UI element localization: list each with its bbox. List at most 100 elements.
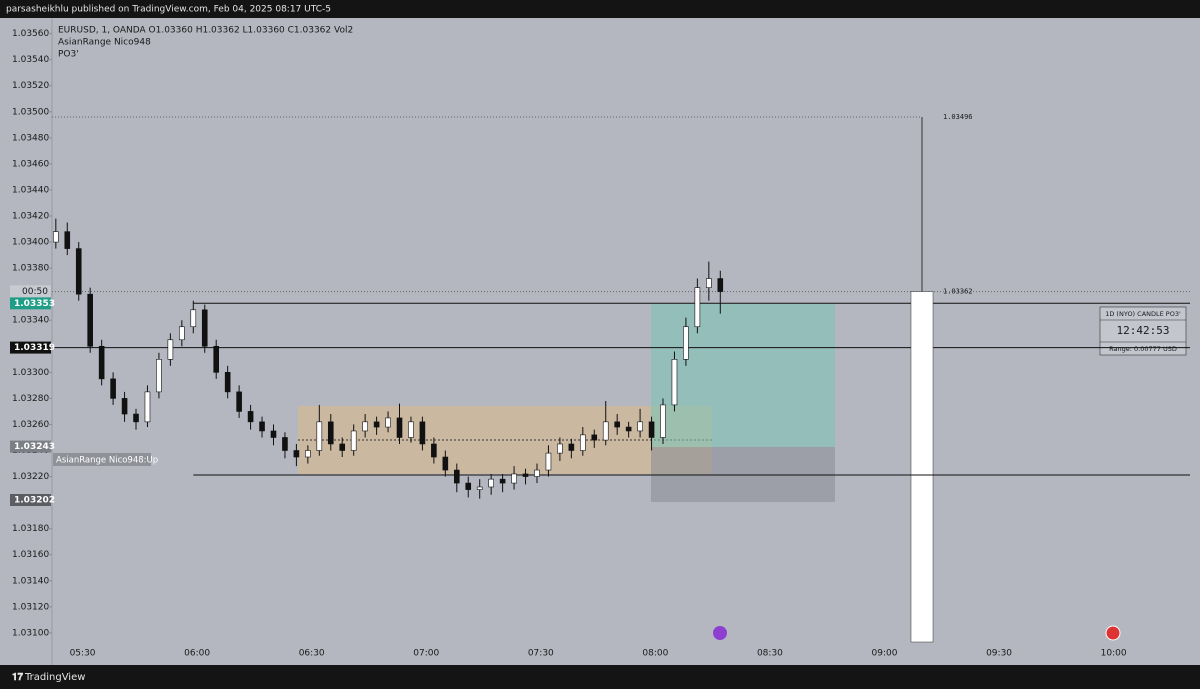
- asian-range-box: [298, 406, 712, 474]
- footer-brand: TradingView: [24, 672, 85, 683]
- range-label-box: [53, 453, 151, 466]
- price-label: 1.03202: [14, 496, 55, 506]
- candle-body: [476, 486, 483, 490]
- price-label: 1.03243: [14, 442, 55, 452]
- y-tick-label: 1.03540: [12, 55, 49, 65]
- candle-body: [259, 421, 265, 432]
- candle-body: [282, 437, 288, 451]
- candle-body: [511, 473, 517, 484]
- candle-body: [144, 391, 151, 423]
- candle-body: [602, 421, 609, 441]
- candle-body: [385, 417, 391, 428]
- candle-body: [350, 430, 357, 451]
- range-label: AsianRange Nico948:Up: [56, 456, 158, 466]
- event-icon[interactable]: [713, 626, 727, 640]
- y-tick-label: 1.03380: [12, 264, 49, 274]
- candle-body: [465, 482, 472, 490]
- candle-body: [706, 278, 712, 288]
- candle-body: [64, 231, 71, 249]
- countdown: 00:50: [22, 287, 48, 297]
- candle-body: [316, 421, 323, 451]
- candle-body: [362, 421, 368, 432]
- y-tick-label: 1.03300: [12, 368, 49, 378]
- price-label-box: [10, 297, 51, 310]
- y-tick-label: 1.03500: [12, 107, 49, 117]
- price-label-box: [10, 440, 51, 453]
- candle-body: [396, 417, 403, 438]
- candle-body: [637, 421, 643, 432]
- candle-projection: [910, 291, 934, 643]
- candle-body: [717, 278, 724, 292]
- y-tick-label: 1.03220: [12, 472, 49, 482]
- y-tick-label: 1.03260: [12, 420, 49, 430]
- bottom-bar: [0, 665, 1200, 689]
- candle-body: [179, 326, 185, 341]
- candle-body: [648, 421, 655, 438]
- y-tick-label: 1.03560: [12, 29, 49, 39]
- logo-mark: 𝟏𝟕: [12, 672, 24, 683]
- info-box: [1099, 306, 1187, 356]
- legend-line: AsianRange Nico948: [58, 38, 151, 48]
- candle-body: [545, 452, 552, 471]
- flag-icon[interactable]: [1105, 625, 1121, 641]
- x-tick-label: 07:00: [413, 649, 439, 659]
- candle-body: [270, 430, 277, 438]
- top-bar: [0, 0, 1200, 18]
- candle-body: [167, 339, 174, 360]
- candle-body: [293, 450, 300, 458]
- legend-line: PO3': [58, 50, 79, 60]
- candle-body: [201, 309, 208, 347]
- price-label: 1.03353: [14, 299, 55, 309]
- x-tick-label: 09:00: [872, 649, 898, 659]
- candle-body: [534, 469, 540, 477]
- candle-body: [419, 421, 426, 445]
- y-tick-label: 1.03120: [12, 602, 49, 612]
- candle-body: [488, 478, 494, 488]
- candle-body: [87, 293, 93, 347]
- candle-body: [683, 326, 689, 360]
- candle-body: [671, 359, 678, 406]
- candle-body: [431, 443, 437, 458]
- countdown-box: [10, 285, 51, 298]
- y-tick-label: 1.03100: [12, 628, 49, 638]
- candle-body: [557, 443, 563, 454]
- price-label-box: [10, 494, 51, 507]
- price-label-box: [10, 341, 51, 354]
- candle-body: [98, 345, 105, 380]
- x-tick-label: 06:30: [299, 649, 325, 659]
- candle-body: [625, 426, 632, 432]
- candle-body: [213, 345, 220, 373]
- target-zone: [651, 304, 835, 447]
- candle-body: [75, 248, 82, 295]
- x-tick-label: 05:30: [70, 649, 96, 659]
- x-tick-label: 07:30: [528, 649, 554, 659]
- candle-body: [694, 287, 701, 328]
- legend-line: EURUSD, 1, OANDA O1.03360 H1.03362 L1.03…: [58, 26, 353, 36]
- candle-body: [408, 421, 414, 438]
- candle-body: [580, 434, 586, 451]
- candle-body: [236, 391, 242, 412]
- info-title: 1D (NYO) CANDLE PO3': [1105, 310, 1181, 318]
- candle-body: [110, 378, 116, 399]
- x-tick-label: 08:00: [642, 649, 668, 659]
- candle-body: [522, 473, 529, 477]
- candle-body: [499, 478, 506, 484]
- x-tick-label: 10:00: [1101, 649, 1127, 659]
- publisher: parsasheikhlu published on TradingView.c…: [6, 5, 331, 15]
- y-tick-label: 1.03480: [12, 133, 49, 143]
- candle-body: [247, 411, 254, 423]
- candle-body: [453, 469, 460, 484]
- candle-body: [373, 421, 380, 428]
- marker-label: 1.03362: [943, 288, 973, 296]
- y-tick-label: 1.03420: [12, 212, 49, 222]
- y-tick-label: 1.03180: [12, 524, 49, 534]
- candle-body: [121, 398, 128, 415]
- candle-body: [190, 309, 197, 328]
- x-tick-label: 09:30: [986, 649, 1012, 659]
- y-tick-label: 1.03280: [12, 394, 49, 404]
- candle-body: [133, 413, 139, 423]
- candle-body: [339, 443, 346, 451]
- x-tick-label: 08:30: [757, 649, 783, 659]
